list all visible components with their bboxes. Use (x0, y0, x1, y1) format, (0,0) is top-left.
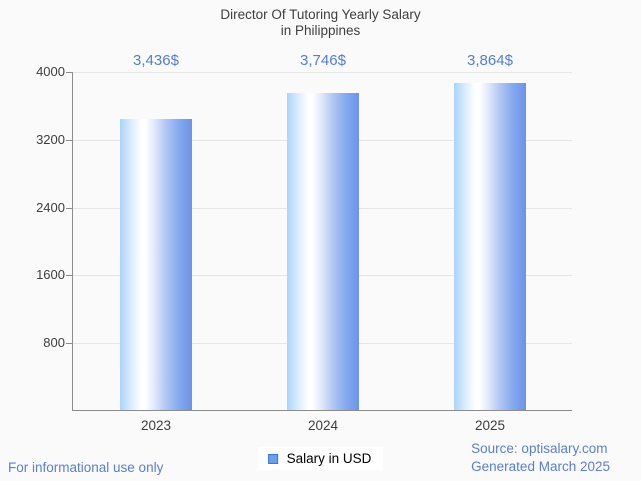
y-axis-tick-800 (66, 343, 73, 344)
y-tick-label-1600: 1600 (36, 267, 65, 282)
legend-label: Salary in USD (286, 451, 372, 466)
gridline-4000 (73, 72, 572, 73)
disclaimer-text: For informational use only (8, 460, 164, 475)
y-tick-label-800: 800 (43, 335, 65, 350)
bar-value-label-2025: 3,864$ (467, 52, 513, 69)
bar-value-label-2024: 3,746$ (300, 52, 346, 69)
x-tick-label-2023: 2023 (140, 418, 172, 433)
bar-value-label-2023: 3,436$ (133, 52, 179, 69)
source-info: Source: optisalary.com Generated March 2… (471, 440, 610, 476)
plot-area: 800 1600 2400 3200 4000 3,436$ 2023 3,746$ 2024 3… (36, 52, 572, 433)
chart-title-line2: in Philippines (280, 23, 361, 38)
y-axis-tick-1600 (66, 275, 73, 276)
source-line: Source: optisalary.com (471, 441, 608, 456)
y-axis-tick-3200 (66, 140, 73, 141)
y-axis-tick-2400 (66, 208, 73, 209)
bar-2023[interactable] (120, 119, 192, 410)
x-tick-label-2025: 2025 (474, 418, 506, 433)
chart-title-line1: Director Of Tutoring Yearly Salary (220, 7, 421, 22)
y-axis-tick-4000 (66, 72, 73, 73)
y-tick-label-2400: 2400 (36, 200, 65, 215)
legend-swatch-icon (267, 453, 278, 464)
y-tick-label-4000: 4000 (36, 64, 65, 79)
x-tick-label-2024: 2024 (307, 418, 339, 433)
chart-title: Director Of Tutoring Yearly Salary in Ph… (0, 7, 641, 39)
bar-2025[interactable] (454, 83, 526, 410)
y-tick-label-3200: 3200 (36, 132, 65, 147)
bar-2024[interactable] (287, 93, 359, 410)
generated-line: Generated March 2025 (471, 459, 610, 474)
legend-item-salary[interactable]: Salary in USD (257, 447, 384, 470)
